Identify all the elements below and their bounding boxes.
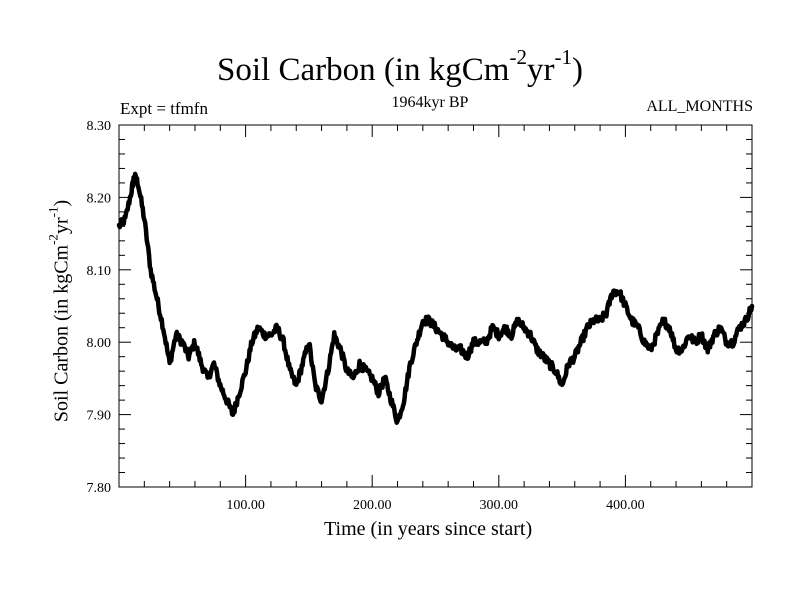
- y-axis-label: Soil Carbon (in kgCm-2yr-1): [45, 199, 73, 423]
- y-tick-label: 8.30: [87, 119, 112, 134]
- x-tick-label: 400.00: [606, 498, 645, 513]
- experiment-label: Expt = tfmfn: [120, 99, 208, 118]
- x-axis-label: Time (in years since start): [324, 518, 533, 540]
- x-tick-label: 300.00: [480, 498, 519, 513]
- y-tick-label: 7.90: [87, 409, 112, 424]
- months-label: ALL_MONTHS: [646, 98, 753, 115]
- y-tick-label: 7.80: [87, 481, 112, 496]
- chart-subtitle: 1964kyr BP: [391, 94, 469, 111]
- y-tick-label: 8.20: [87, 191, 112, 206]
- x-tick-label: 200.00: [353, 498, 392, 513]
- chart-title: Soil Carbon (in kgCm-2yr-1): [217, 45, 583, 89]
- y-tick-label: 8.00: [87, 336, 112, 351]
- x-tick-label: 100.00: [226, 498, 265, 513]
- y-tick-label: 8.10: [87, 264, 112, 279]
- series-line-soil-carbon: [116, 171, 755, 425]
- plot-frame: [118, 124, 753, 488]
